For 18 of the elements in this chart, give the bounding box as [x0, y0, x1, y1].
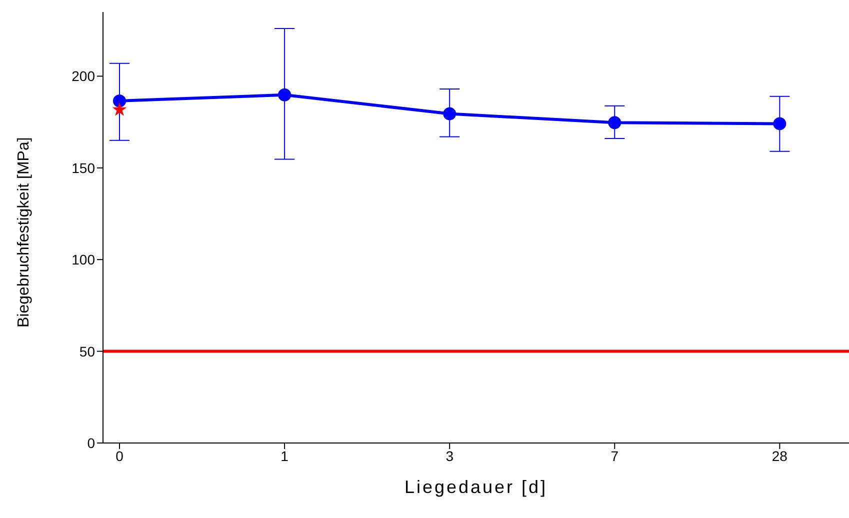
point [113, 94, 126, 108]
y-tick-label: 100 [72, 252, 96, 268]
x-tick-label: 0 [116, 448, 124, 464]
point [608, 116, 622, 130]
x-tick-label: 1 [280, 448, 289, 464]
point [112, 102, 127, 116]
point [773, 117, 786, 130]
x-tick-label: 7 [610, 448, 619, 464]
y-tick-label: 50 [79, 343, 96, 360]
y-axis-title: Biegebruchfestigkeit [MPa] [16, 137, 33, 328]
y-tick-label: 0 [87, 434, 96, 451]
point [443, 107, 456, 120]
y-tick-label: 150 [72, 160, 96, 176]
point [278, 88, 292, 102]
y-tick-label: 200 [72, 68, 96, 84]
x-axis-title: Liegedauer [d] [404, 477, 548, 497]
x-tick-label: 3 [446, 448, 454, 464]
x-tick-label: 28 [772, 448, 788, 464]
